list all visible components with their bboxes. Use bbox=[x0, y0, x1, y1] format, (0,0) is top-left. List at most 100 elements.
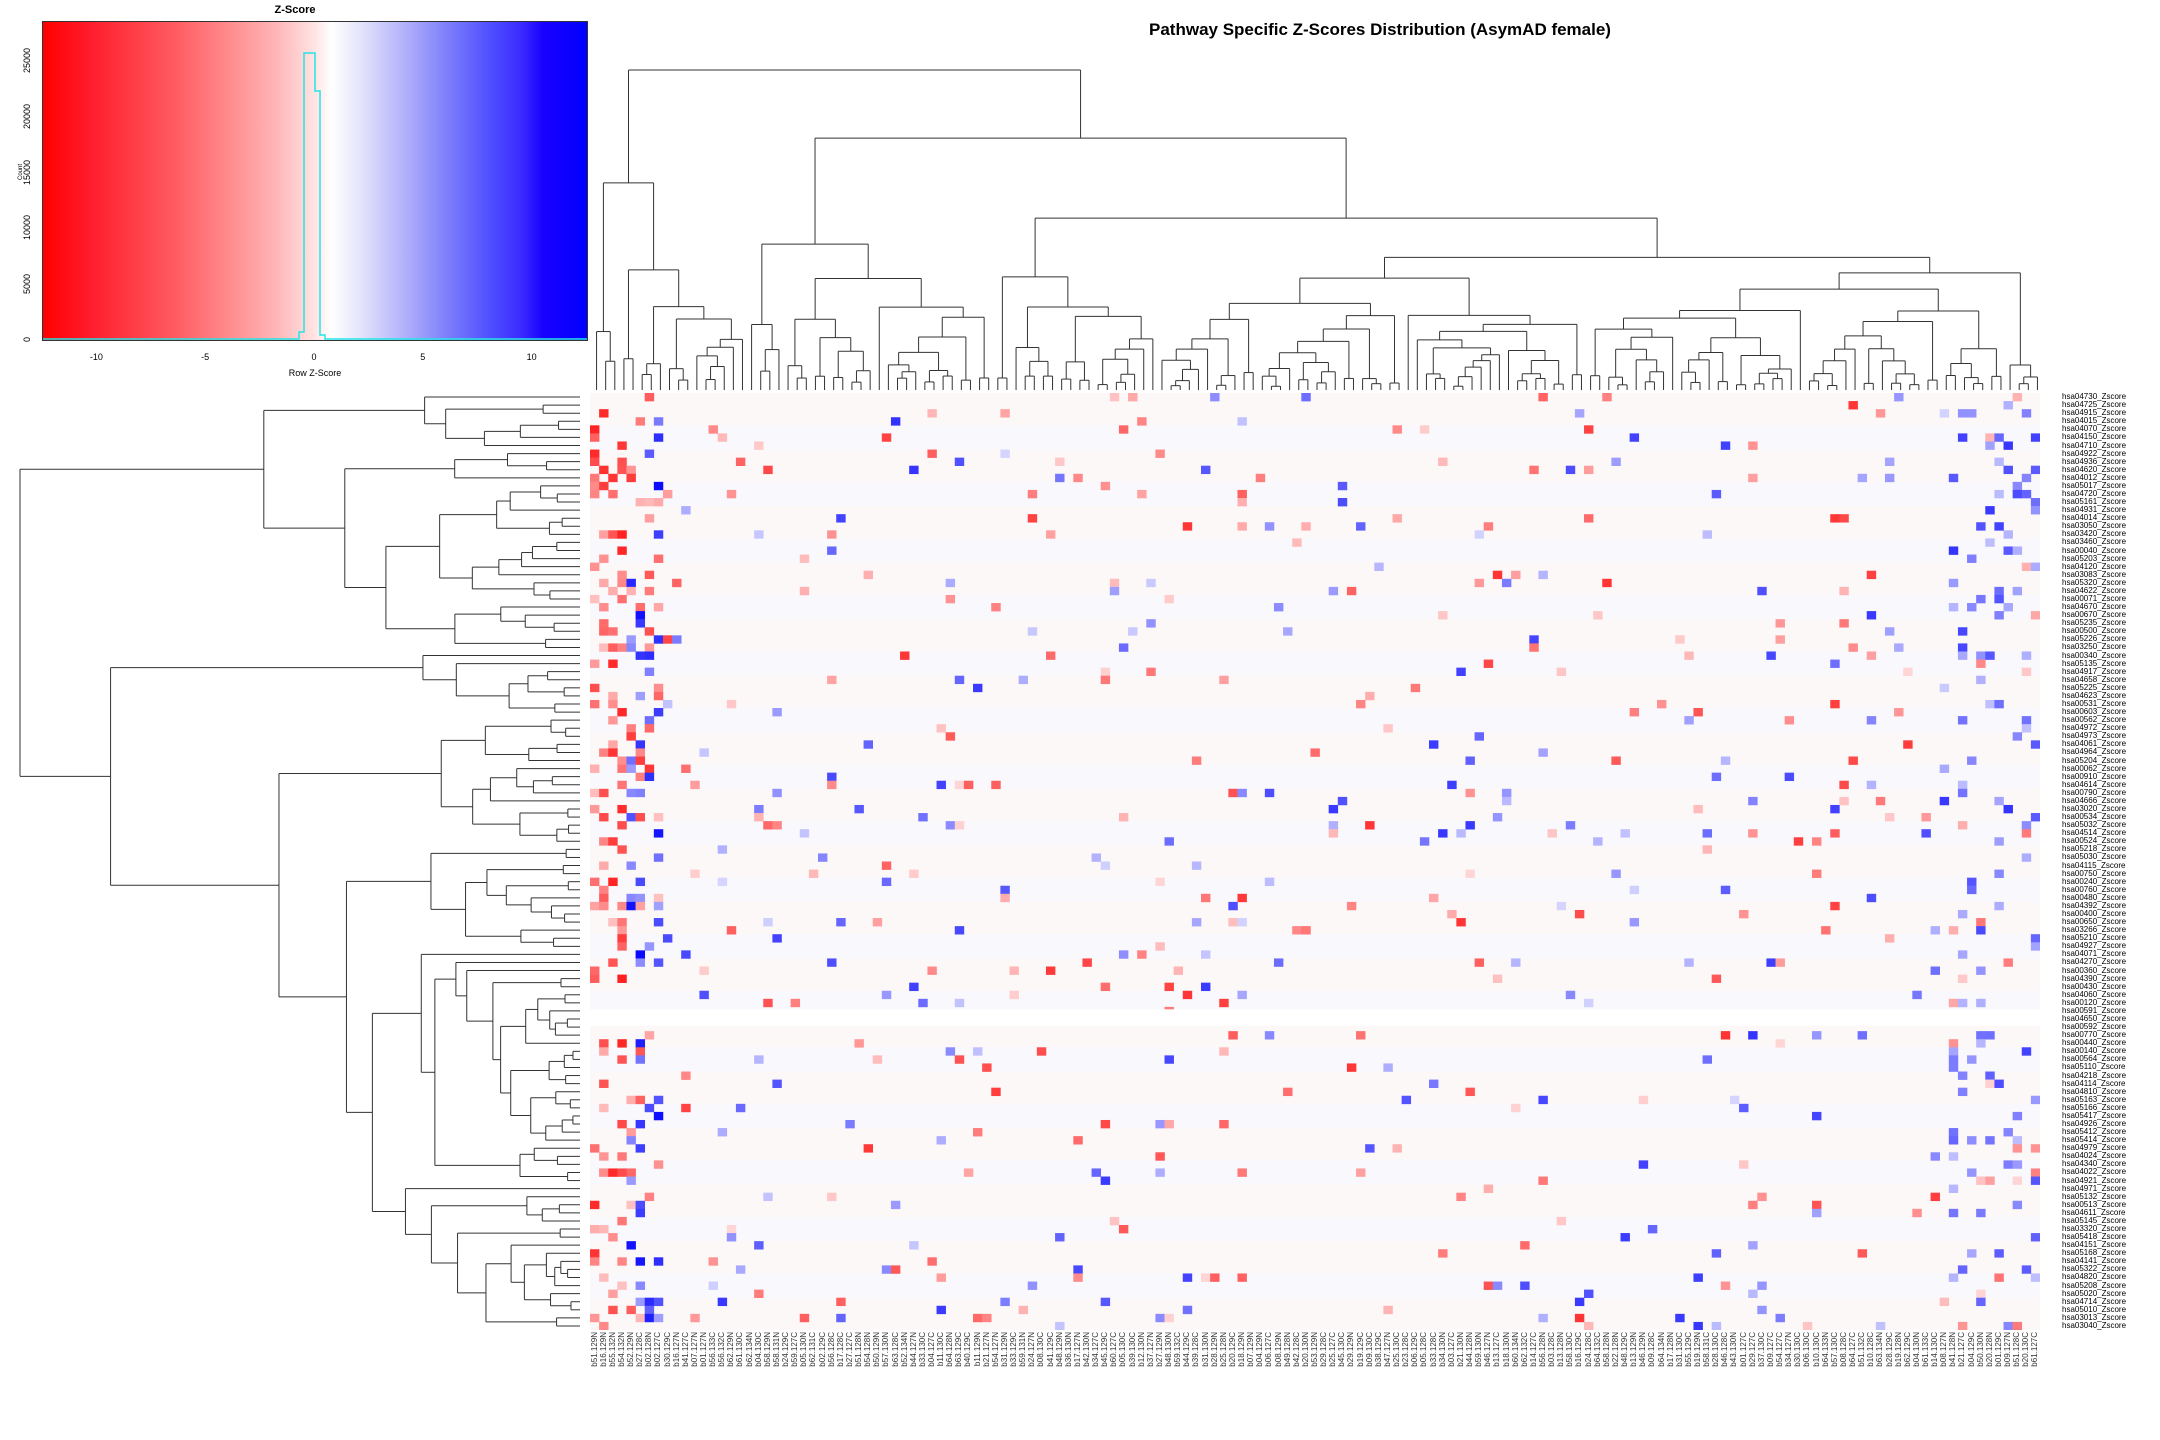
row-label: hsa00340_Zscore bbox=[2062, 650, 2127, 660]
row-label: hsa00360_Zscore bbox=[2062, 965, 2127, 975]
column-label: b58.130C bbox=[1565, 1332, 1575, 1367]
row-label: hsa00562_Zscore bbox=[2062, 715, 2127, 725]
column-label: b59.132C bbox=[1173, 1332, 1183, 1367]
column-label: b42.128C bbox=[1291, 1332, 1301, 1367]
column-label: b27.128C bbox=[635, 1332, 645, 1367]
row-label: hsa05161_Zscore bbox=[2062, 497, 2127, 507]
column-label: b48.129C bbox=[1620, 1332, 1630, 1367]
column-label: b09.128C bbox=[1647, 1332, 1657, 1367]
row-label: hsa05225_Zscore bbox=[2062, 682, 2127, 692]
row-label: hsa04390_Zscore bbox=[2062, 973, 2127, 983]
column-label: b08.130C bbox=[1036, 1332, 1046, 1367]
row-label: hsa05168_Zscore bbox=[2062, 1248, 2127, 1258]
column-label: b52.129N bbox=[626, 1332, 636, 1367]
row-label: hsa04927_Zscore bbox=[2062, 941, 2127, 951]
row-label: hsa05017_Zscore bbox=[2062, 480, 2127, 490]
column-label: b27.127C bbox=[844, 1332, 854, 1367]
row-label: hsa00592_Zscore bbox=[2062, 1022, 2127, 1032]
row-label: hsa04022_Zscore bbox=[2062, 1167, 2127, 1177]
column-label: b06.130C bbox=[1802, 1332, 1812, 1367]
column-label: b59.127C bbox=[790, 1332, 800, 1367]
row-label: hsa05203_Zscore bbox=[2062, 553, 2127, 563]
row-label: hsa04725_Zscore bbox=[2062, 400, 2127, 410]
column-label: b29.127C bbox=[1747, 1332, 1757, 1367]
column-label: b56.133C bbox=[708, 1332, 718, 1367]
row-label: hsa04151_Zscore bbox=[2062, 1240, 2127, 1250]
row-label: hsa00430_Zscore bbox=[2062, 981, 2127, 991]
row-label: hsa05020_Zscore bbox=[2062, 1288, 2127, 1298]
x-tick-label: 10 bbox=[526, 352, 537, 362]
row-label: hsa04120_Zscore bbox=[2062, 561, 2127, 571]
row-label: hsa04340_Zscore bbox=[2062, 1159, 2127, 1169]
column-label: b10.130C bbox=[1811, 1332, 1821, 1367]
column-label: b43.130N bbox=[1729, 1332, 1739, 1367]
column-label: b62.132C bbox=[1519, 1332, 1529, 1367]
row-label: hsa05030_Zscore bbox=[2062, 852, 2127, 862]
y-tick-label: 15000 bbox=[22, 159, 32, 185]
column-label: b02.128N bbox=[644, 1332, 654, 1367]
column-label: b01.127C bbox=[1738, 1332, 1748, 1367]
column-label: b62.134N bbox=[744, 1332, 754, 1367]
column-label: b05.128C bbox=[1419, 1332, 1429, 1367]
row-label: hsa00524_Zscore bbox=[2062, 836, 2127, 846]
column-label: b51.128C bbox=[2012, 1332, 2022, 1367]
column-label: b18.129N bbox=[1237, 1332, 1247, 1367]
column-label: b04.127C bbox=[926, 1332, 936, 1367]
column-label: b56.128N bbox=[1537, 1332, 1547, 1367]
row-label: hsa04936_Zscore bbox=[2062, 456, 2127, 466]
row-label: hsa05208_Zscore bbox=[2062, 1280, 2127, 1290]
column-label: b30.129C bbox=[662, 1332, 672, 1367]
row-label: hsa04071_Zscore bbox=[2062, 949, 2127, 959]
row-label: hsa04623_Zscore bbox=[2062, 690, 2127, 700]
column-label: b44.127N bbox=[908, 1332, 918, 1367]
column-label: b52.134N bbox=[899, 1332, 909, 1367]
row-label: hsa05414_Zscore bbox=[2062, 1135, 2127, 1145]
row-label: hsa05032_Zscore bbox=[2062, 820, 2127, 830]
row-label: hsa05320_Zscore bbox=[2062, 577, 2127, 587]
column-label: b19.129C bbox=[1355, 1332, 1365, 1367]
column-label: b25.127C bbox=[1328, 1332, 1338, 1367]
y-tick-label: 10000 bbox=[22, 215, 32, 241]
column-label: b53.129N bbox=[1310, 1332, 1319, 1367]
column-label: b58.131C bbox=[1702, 1332, 1712, 1367]
row-label: hsa03020_Zscore bbox=[2062, 803, 2127, 813]
column-label: b08.127N bbox=[1939, 1332, 1949, 1367]
row-label: hsa04015_Zscore bbox=[2062, 416, 2127, 426]
row-label: hsa05166_Zscore bbox=[2062, 1102, 2127, 1112]
row-label: hsa00500_Zscore bbox=[2062, 626, 2127, 636]
row-label: hsa00603_Zscore bbox=[2062, 707, 2127, 717]
row-label: hsa04710_Zscore bbox=[2062, 440, 2127, 450]
row-label: hsa04720_Zscore bbox=[2062, 488, 2127, 498]
row-label: hsa04670_Zscore bbox=[2062, 602, 2127, 612]
row-label: hsa03050_Zscore bbox=[2062, 521, 2127, 531]
column-label: b62.129C bbox=[1902, 1332, 1912, 1367]
column-label: b29.129N bbox=[1346, 1332, 1356, 1367]
column-label: b33.128C bbox=[1428, 1332, 1438, 1367]
row-label: hsa05210_Zscore bbox=[2062, 933, 2127, 943]
color-key-gradient bbox=[42, 21, 588, 341]
column-label: b09.130C bbox=[1364, 1332, 1374, 1367]
column-label: b51.129N bbox=[589, 1332, 599, 1367]
column-label: b20.128N bbox=[1984, 1332, 1994, 1367]
row-label: hsa05218_Zscore bbox=[2062, 844, 2127, 854]
column-label: b51.128N bbox=[854, 1332, 864, 1367]
column-label: b04.130N bbox=[1911, 1332, 1921, 1367]
row-dendrogram bbox=[19, 396, 580, 1327]
column-label: b55.132N bbox=[607, 1332, 617, 1367]
column-label: b25.128N bbox=[1218, 1332, 1228, 1367]
row-label: hsa04014_Zscore bbox=[2062, 513, 2127, 523]
column-label: b07.127N bbox=[689, 1332, 699, 1367]
row-labels: hsa04730_Zscore hsa04725_Zscore hsa04915_Z… bbox=[2062, 393, 2160, 1330]
column-label: b56.132C bbox=[717, 1332, 727, 1367]
column-label: b33.129C bbox=[1009, 1332, 1019, 1367]
column-label: b57.130N bbox=[881, 1332, 891, 1367]
column-label: b13.129N bbox=[1629, 1332, 1639, 1367]
row-label: hsa05417_Zscore bbox=[2062, 1110, 2127, 1120]
row-label: hsa00240_Zscore bbox=[2062, 876, 2127, 886]
row-label: hsa04964_Zscore bbox=[2062, 747, 2127, 757]
column-label: b31.129N bbox=[999, 1332, 1009, 1367]
row-label: hsa00760_Zscore bbox=[2062, 884, 2127, 894]
column-label: b41.129C bbox=[1045, 1332, 1055, 1367]
column-label: b13.127C bbox=[1492, 1332, 1502, 1367]
chart-title: Pathway Specific Z-Scores Distribution (… bbox=[1149, 20, 1611, 39]
